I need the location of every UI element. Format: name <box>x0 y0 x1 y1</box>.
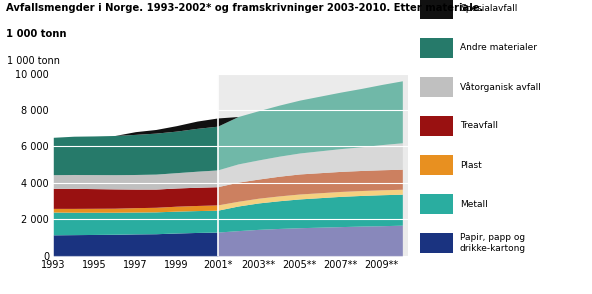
Text: Andre materialer: Andre materialer <box>460 44 537 52</box>
Text: Våtorganisk avfall: Våtorganisk avfall <box>460 82 541 92</box>
Text: Papir, papp og
drikke-kartong: Papir, papp og drikke-kartong <box>460 233 526 253</box>
Text: Spesialavfall: Spesialavfall <box>460 4 517 13</box>
Text: 1 000 tonn: 1 000 tonn <box>6 29 66 39</box>
Text: Avfallsmengder i Norge. 1993-2002* og framskrivninger 2003-2010. Etter materiale: Avfallsmengder i Norge. 1993-2002* og fr… <box>6 3 483 13</box>
Text: Plast: Plast <box>460 161 482 170</box>
Text: Metall: Metall <box>460 200 488 209</box>
Text: 1 000 tonn: 1 000 tonn <box>7 56 60 66</box>
Bar <box>217 74 413 256</box>
Text: Treavfall: Treavfall <box>460 121 498 131</box>
